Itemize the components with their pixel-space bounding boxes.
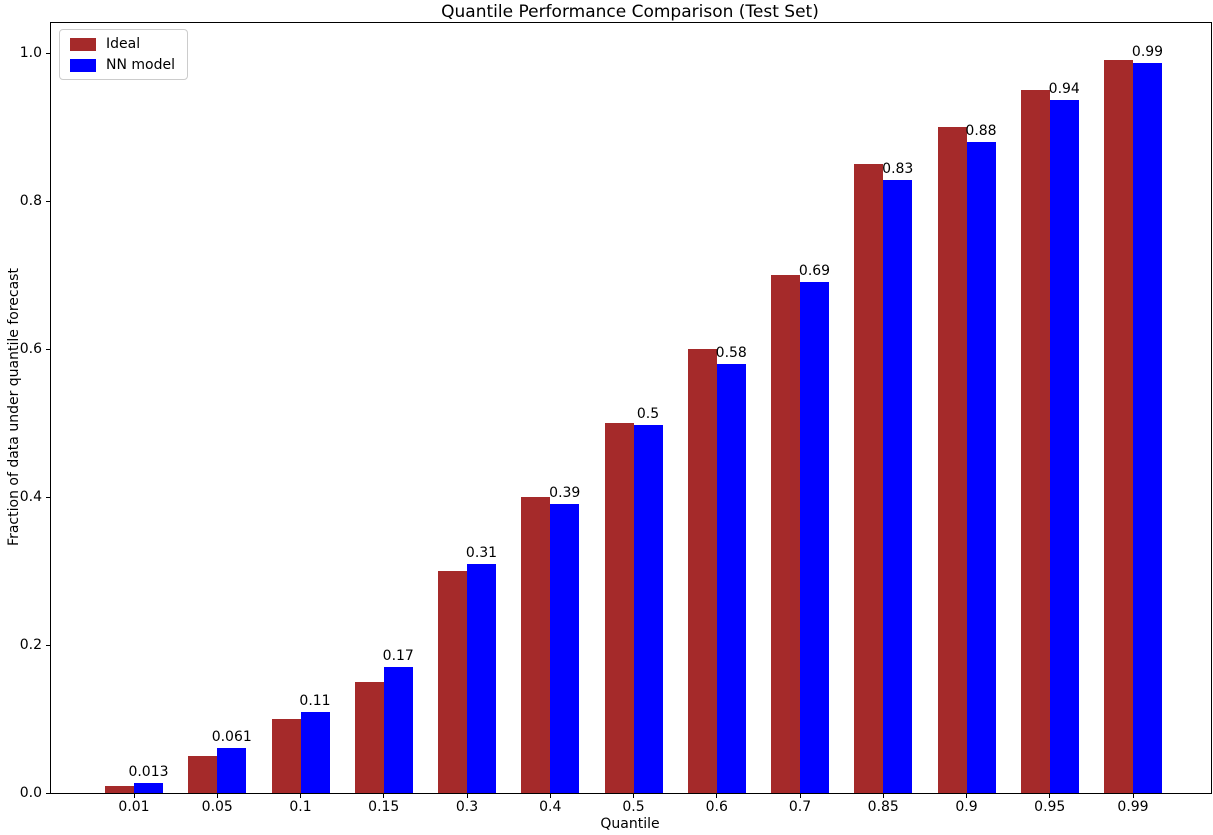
x-tick-mark — [1132, 794, 1134, 798]
x-tick-label: 0.85 — [867, 799, 899, 815]
bar-ideal — [937, 127, 967, 793]
bar-ideal — [771, 275, 800, 793]
y-tick-mark — [46, 200, 50, 202]
x-tick-label: 0.01 — [118, 799, 150, 815]
bar-nn-model — [1133, 62, 1162, 793]
bar-nn-model — [467, 563, 496, 793]
y-tick-mark — [46, 792, 50, 794]
y-tick-label: 0.6 — [19, 341, 42, 357]
legend-swatch-ideal — [70, 37, 96, 51]
y-tick-label: 0.0 — [19, 785, 42, 801]
x-tick-mark — [633, 794, 634, 798]
bar-ideal — [188, 756, 218, 793]
x-tick-mark — [216, 794, 218, 798]
x-tick-mark — [383, 794, 385, 798]
plot-area: Ideal NN model 0.0 0.2 0.4 0.6 0.8 1.0 0.013 0.… — [20, 22, 1212, 815]
bar-ideal — [1020, 90, 1050, 793]
x-tick-label: 0.6 — [705, 799, 728, 815]
x-tick-label: 0.05 — [201, 799, 233, 815]
x-tick-label: 0.99 — [1117, 799, 1149, 815]
bar-value-label: 0.013 — [128, 764, 169, 781]
x-tick-label: 0.3 — [455, 799, 479, 815]
x-tick-label: 0.4 — [539, 799, 562, 815]
x-axis-label: Quantile — [600, 816, 660, 832]
bar-value-label: 0.11 — [299, 692, 331, 709]
bar-nn-model — [716, 363, 746, 793]
y-tick-label: 1.0 — [19, 45, 42, 61]
y-tick-label: 0.4 — [19, 489, 42, 505]
x-tick-mark — [882, 794, 884, 798]
x-tick-label: 0.5 — [622, 799, 645, 815]
bar-value-label: 0.061 — [211, 728, 252, 745]
legend-swatch-nn-model — [70, 58, 96, 72]
bar-value-label: 0.69 — [798, 263, 831, 280]
bar-value-label: 0.83 — [882, 161, 914, 178]
bar-ideal — [521, 497, 551, 793]
bar-nn-model — [300, 711, 330, 793]
x-tick-mark — [133, 794, 135, 798]
legend: Ideal NN model — [59, 29, 188, 80]
bar-nn-model — [633, 425, 663, 793]
y-tick-mark — [46, 496, 50, 498]
y-tick-mark — [46, 644, 50, 646]
x-tick-label: 0.15 — [368, 799, 400, 815]
bar-ideal — [105, 785, 134, 793]
bar-nn-model — [800, 282, 829, 793]
x-tick-mark — [466, 794, 468, 798]
bar-value-label: 0.94 — [1048, 80, 1080, 97]
y-tick-label: 0.8 — [19, 193, 42, 209]
bar-nn-model — [1049, 99, 1079, 793]
bar-nn-model — [883, 180, 913, 793]
bar-nn-model — [966, 141, 996, 793]
x-tick-mark — [300, 794, 301, 798]
bar-nn-model — [550, 504, 580, 793]
x-tick-label: 0.9 — [955, 799, 978, 815]
y-tick-mark — [46, 348, 50, 350]
bar-value-label: 0.58 — [715, 344, 747, 361]
bar-nn-model — [217, 747, 247, 793]
bar-value-label: 0.39 — [549, 485, 581, 502]
bar-value-label: 0.5 — [636, 406, 660, 423]
x-tick-mark — [716, 794, 718, 798]
x-tick-mark — [1049, 794, 1051, 798]
bar-nn-model — [134, 783, 163, 793]
bar-ideal — [1104, 60, 1133, 793]
y-tick-label: 0.2 — [19, 637, 42, 653]
legend-item-nn-model: NN model — [70, 58, 175, 72]
x-tick-label: 0.95 — [1034, 799, 1066, 815]
legend-label-ideal: Ideal — [106, 36, 141, 52]
x-tick-mark — [549, 794, 551, 798]
bar-ideal — [438, 571, 467, 793]
bar-nn-model — [383, 667, 413, 793]
legend-label-nn-model: NN model — [106, 57, 175, 73]
bar-value-label: 0.88 — [965, 122, 997, 139]
bar-value-label: 0.17 — [382, 648, 414, 665]
legend-item-ideal: Ideal — [70, 37, 175, 51]
x-tick-mark — [799, 794, 801, 798]
bar-value-label: 0.31 — [465, 544, 498, 561]
bar-ideal — [604, 423, 634, 793]
bar-ideal — [687, 349, 717, 793]
chart-title: Quantile Performance Comparison (Test Se… — [441, 2, 819, 22]
x-tick-label: 0.1 — [289, 799, 312, 815]
y-tick-mark — [46, 52, 50, 54]
bar-ideal — [354, 682, 384, 793]
bar-ideal — [854, 164, 884, 793]
x-tick-mark — [966, 794, 967, 798]
x-tick-label: 0.7 — [788, 799, 812, 815]
bar-value-label: 0.99 — [1131, 43, 1164, 60]
bar-ideal — [271, 719, 301, 793]
